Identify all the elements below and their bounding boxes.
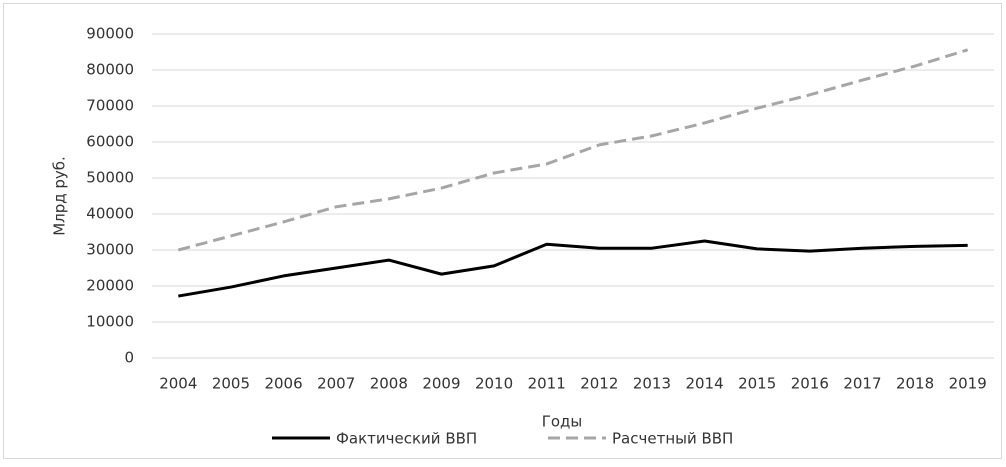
x-tick-label: 2004 — [159, 375, 197, 393]
x-tick-label: 2016 — [791, 375, 829, 393]
x-tick-label: 2015 — [738, 375, 776, 393]
chart-border — [3, 3, 1002, 459]
x-tick-label: 2019 — [949, 375, 987, 393]
x-tick-label: 2005 — [212, 375, 250, 393]
x-tick-label: 2013 — [633, 375, 671, 393]
y-tick-label: 90000 — [86, 25, 134, 43]
x-tick-label: 2007 — [317, 375, 355, 393]
y-tick-label: 20000 — [86, 277, 134, 295]
x-axis-label: Годы — [542, 413, 583, 431]
series-line — [178, 239, 968, 298]
y-tick-label: 10000 — [86, 313, 134, 331]
y-tick-label: 60000 — [86, 133, 134, 151]
x-tick-label: 2014 — [685, 375, 723, 393]
y-tick-label: 30000 — [86, 241, 134, 259]
y-axis-label: Млрд руб. — [51, 156, 69, 236]
y-tick-label: 80000 — [86, 61, 134, 79]
x-tick-label: 2012 — [580, 375, 618, 393]
x-tick-label: 2017 — [843, 375, 881, 393]
x-tick-label: 2006 — [264, 375, 302, 393]
x-tick-label: 2018 — [896, 375, 934, 393]
x-tick-label: 2008 — [370, 375, 408, 393]
y-tick-label: 70000 — [86, 97, 134, 115]
x-tick-label: 2010 — [475, 375, 513, 393]
x-tick-label: 2011 — [528, 375, 566, 393]
y-tick-label: 40000 — [86, 205, 134, 223]
y-tick-label: 0 — [124, 349, 134, 367]
legend-label: Расчетный ВВП — [612, 430, 733, 448]
series-line — [177, 48, 969, 252]
x-tick-label: 2009 — [422, 375, 460, 393]
legend-label: Фактический ВВП — [336, 430, 477, 448]
y-tick-label: 50000 — [86, 169, 134, 187]
